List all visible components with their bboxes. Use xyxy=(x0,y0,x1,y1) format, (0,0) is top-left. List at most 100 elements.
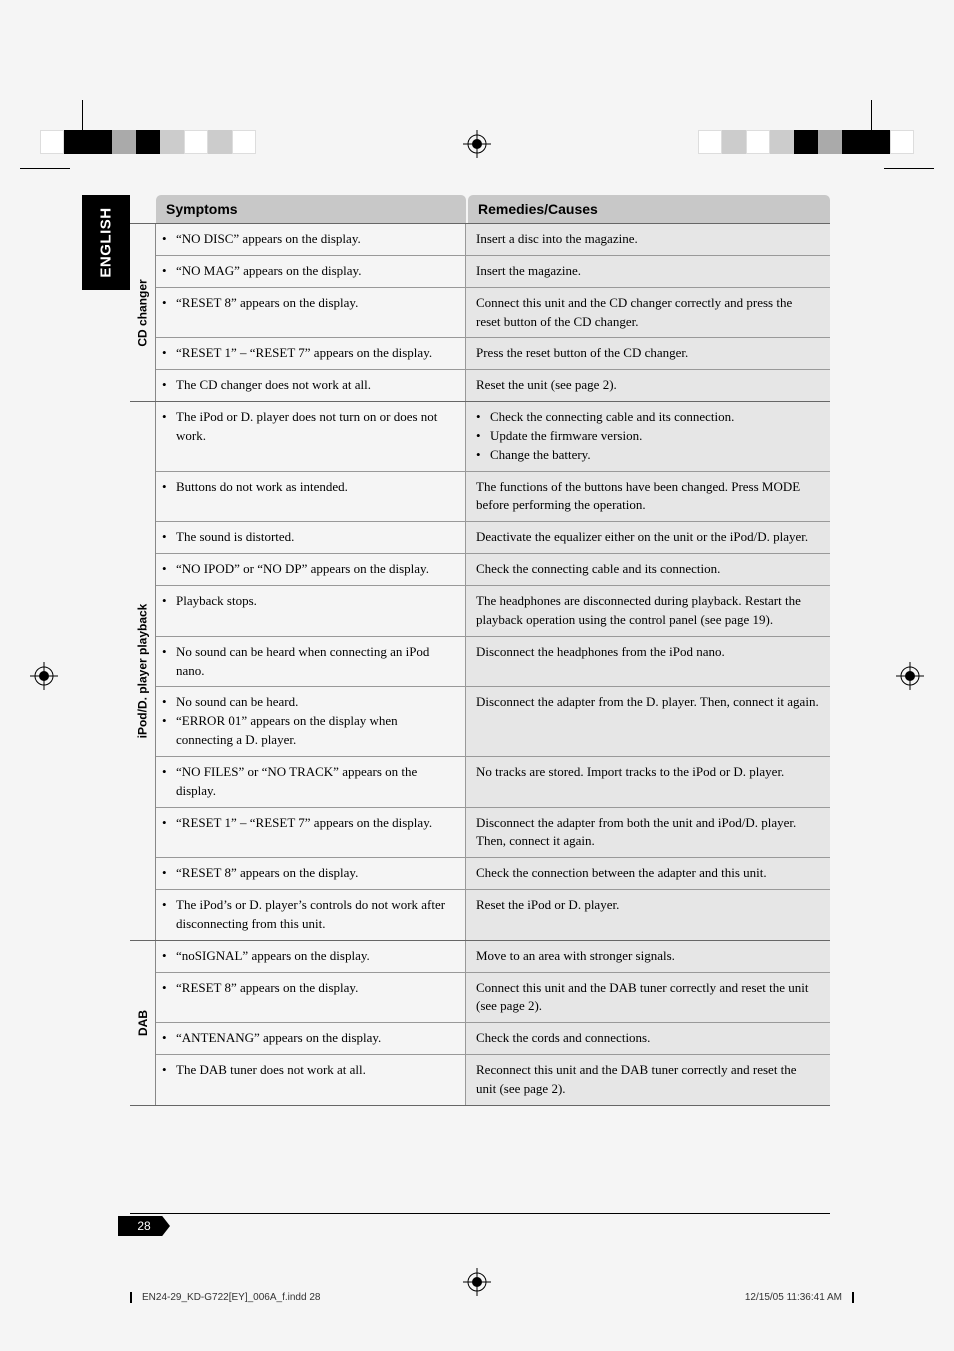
remedy-item: •Change the battery. xyxy=(476,446,820,465)
table-section: CD changer •“NO DISC” appears on the disp… xyxy=(130,223,830,401)
table-row: •“RESET 1” – “RESET 7” appears on the di… xyxy=(156,807,830,858)
table-row: •The sound is distorted. Deactivate the e… xyxy=(156,521,830,553)
category-label: DAB xyxy=(130,941,156,1105)
table-row: •The iPod or D. player does not turn on … xyxy=(156,402,830,471)
table-row: •“RESET 8” appears on the display. Connec… xyxy=(156,972,830,1023)
symptom-cell: •“RESET 8” appears on the display. xyxy=(156,288,466,338)
symptom-cell: •“RESET 1” – “RESET 7” appears on the di… xyxy=(156,808,466,858)
symptom-item: •No sound can be heard. xyxy=(162,693,455,712)
remedy-cell: Reset the iPod or D. player. xyxy=(466,890,830,940)
category-label: iPod/D. player playback xyxy=(130,402,156,940)
symptom-cell: •The iPod’s or D. player’s controls do n… xyxy=(156,890,466,940)
symptom-cell: •Buttons do not work as intended. xyxy=(156,472,466,522)
page-rule xyxy=(130,1213,830,1214)
footer-timestamp: 12/15/05 11:36:41 AM xyxy=(745,1292,854,1303)
remedy-text: Check the connecting cable and its conne… xyxy=(476,560,820,579)
table-row: •“NO DISC” appears on the display.Insert… xyxy=(156,224,830,255)
symptom-item: •“NO FILES” or “NO TRACK” appears on the… xyxy=(162,763,455,801)
symptom-item: •The CD changer does not work at all. xyxy=(162,376,455,395)
table-row: •No sound can be heard.•“ERROR 01” appea… xyxy=(156,686,830,756)
table-row: •“RESET 8” appears on the display. Connec… xyxy=(156,287,830,338)
footer-filename: EN24-29_KD-G722[EY]_006A_f.indd 28 xyxy=(130,1292,320,1303)
symptom-cell: •No sound can be heard.•“ERROR 01” appea… xyxy=(156,687,466,756)
symptom-item: •“noSIGNAL” appears on the display. xyxy=(162,947,455,966)
remedy-cell: Press the reset button of the CD changer… xyxy=(466,338,830,369)
symptom-item: •“NO IPOD” or “NO DP” appears on the dis… xyxy=(162,560,455,579)
category-text: DAB xyxy=(136,1010,150,1036)
remedy-text: Check the connection between the adapter… xyxy=(476,864,820,883)
table-row: •“NO MAG” appears on the display. Insert … xyxy=(156,255,830,287)
table-header-row: Symptoms Remedies/Causes xyxy=(130,195,830,223)
remedy-text: No tracks are stored. Import tracks to t… xyxy=(476,763,820,782)
symptom-item: •The sound is distorted. xyxy=(162,528,455,547)
remedy-cell: •Check the connecting cable and its conn… xyxy=(466,402,830,471)
remedy-cell: Disconnect the headphones from the iPod … xyxy=(466,637,830,687)
remedy-cell: The headphones are disconnected during p… xyxy=(466,586,830,636)
table-row: •The iPod’s or D. player’s controls do n… xyxy=(156,889,830,940)
crop-mark xyxy=(884,168,934,169)
registration-bar xyxy=(698,130,914,154)
table-row: •“RESET 1” – “RESET 7” appears on the di… xyxy=(156,337,830,369)
remedy-text: Insert the magazine. xyxy=(476,262,820,281)
crop-mark xyxy=(20,168,70,169)
page-content: ENGLISH Symptoms Remedies/Causes CD chan… xyxy=(130,195,830,1106)
remedy-cell: Check the cords and connections. xyxy=(466,1023,830,1054)
symptom-cell: •“NO IPOD” or “NO DP” appears on the dis… xyxy=(156,554,466,585)
remedy-cell: Check the connection between the adapter… xyxy=(466,858,830,889)
remedy-text: Connect this unit and the CD changer cor… xyxy=(476,294,820,332)
remedy-cell: The functions of the buttons have been c… xyxy=(466,472,830,522)
symptom-item: •“RESET 8” appears on the display. xyxy=(162,979,455,998)
table-row: •The CD changer does not work at all. Res… xyxy=(156,369,830,401)
table-row: •Playback stops. The headphones are disco… xyxy=(156,585,830,636)
remedy-cell: Insert the magazine. xyxy=(466,256,830,287)
remedy-text: Reconnect this unit and the DAB tuner co… xyxy=(476,1061,820,1099)
remedy-cell: Connect this unit and the CD changer cor… xyxy=(466,288,830,338)
remedy-item: •Update the firmware version. xyxy=(476,427,820,446)
remedy-cell: Deactivate the equalizer either on the u… xyxy=(466,522,830,553)
symptom-cell: •“ANTENANG” appears on the display. xyxy=(156,1023,466,1054)
table-row: •“noSIGNAL” appears on the display. Move … xyxy=(156,941,830,972)
crop-mark xyxy=(871,100,872,150)
table-row: •No sound can be heard when connecting a… xyxy=(156,636,830,687)
symptom-cell: •No sound can be heard when connecting a… xyxy=(156,637,466,687)
symptom-item: •Buttons do not work as intended. xyxy=(162,478,455,497)
rows-group: •“NO DISC” appears on the display. Insert… xyxy=(156,224,830,401)
symptom-item: •“NO DISC” appears on the display. xyxy=(162,230,455,249)
registration-crosshair-icon xyxy=(30,662,58,690)
remedy-text: Press the reset button of the CD changer… xyxy=(476,344,820,363)
registration-crosshair-icon xyxy=(896,662,924,690)
language-tab-label: ENGLISH xyxy=(98,207,115,277)
symptom-cell: •The iPod or D. player does not turn on … xyxy=(156,402,466,471)
symptom-item: •Playback stops. xyxy=(162,592,455,611)
header-symptoms: Symptoms xyxy=(156,195,466,223)
symptom-cell: •“RESET 1” – “RESET 7” appears on the di… xyxy=(156,338,466,369)
symptom-cell: •“RESET 8” appears on the display. xyxy=(156,858,466,889)
symptom-cell: •The CD changer does not work at all. xyxy=(156,370,466,401)
symptom-item: •“ERROR 01” appears on the display when … xyxy=(162,712,455,750)
symptom-item: •The iPod’s or D. player’s controls do n… xyxy=(162,896,455,934)
remedy-text: Deactivate the equalizer either on the u… xyxy=(476,528,820,547)
remedy-cell: Move to an area with stronger signals. xyxy=(466,941,830,972)
table-row: •“RESET 8” appears on the display. Check … xyxy=(156,857,830,889)
remedy-item: •Check the connecting cable and its conn… xyxy=(476,408,820,427)
remedy-cell: No tracks are stored. Import tracks to t… xyxy=(466,757,830,807)
symptom-item: •“RESET 8” appears on the display. xyxy=(162,294,455,313)
remedy-cell: Reconnect this unit and the DAB tuner co… xyxy=(466,1055,830,1105)
remedy-cell: Reset the unit (see page 2). xyxy=(466,370,830,401)
category-text: CD changer xyxy=(136,279,150,346)
rows-group: •The iPod or D. player does not turn on … xyxy=(156,402,830,940)
symptom-cell: •The DAB tuner does not work at all. xyxy=(156,1055,466,1105)
remedy-cell: Disconnect the adapter from the D. playe… xyxy=(466,687,830,756)
table-row: •The DAB tuner does not work at all. Reco… xyxy=(156,1054,830,1105)
symptom-cell: •“noSIGNAL” appears on the display. xyxy=(156,941,466,972)
table-row: •“ANTENANG” appears on the display.Check… xyxy=(156,1022,830,1054)
page-number: 28 xyxy=(118,1216,170,1236)
remedy-text: Disconnect the headphones from the iPod … xyxy=(476,643,820,662)
symptom-cell: •“NO MAG” appears on the display. xyxy=(156,256,466,287)
remedy-text: The functions of the buttons have been c… xyxy=(476,478,820,516)
symptom-cell: •The sound is distorted. xyxy=(156,522,466,553)
remedy-text: Connect this unit and the DAB tuner corr… xyxy=(476,979,820,1017)
table-row: •Buttons do not work as intended. The fun… xyxy=(156,471,830,522)
symptom-item: •The iPod or D. player does not turn on … xyxy=(162,408,455,446)
remedy-text: Disconnect the adapter from the D. playe… xyxy=(476,693,820,712)
